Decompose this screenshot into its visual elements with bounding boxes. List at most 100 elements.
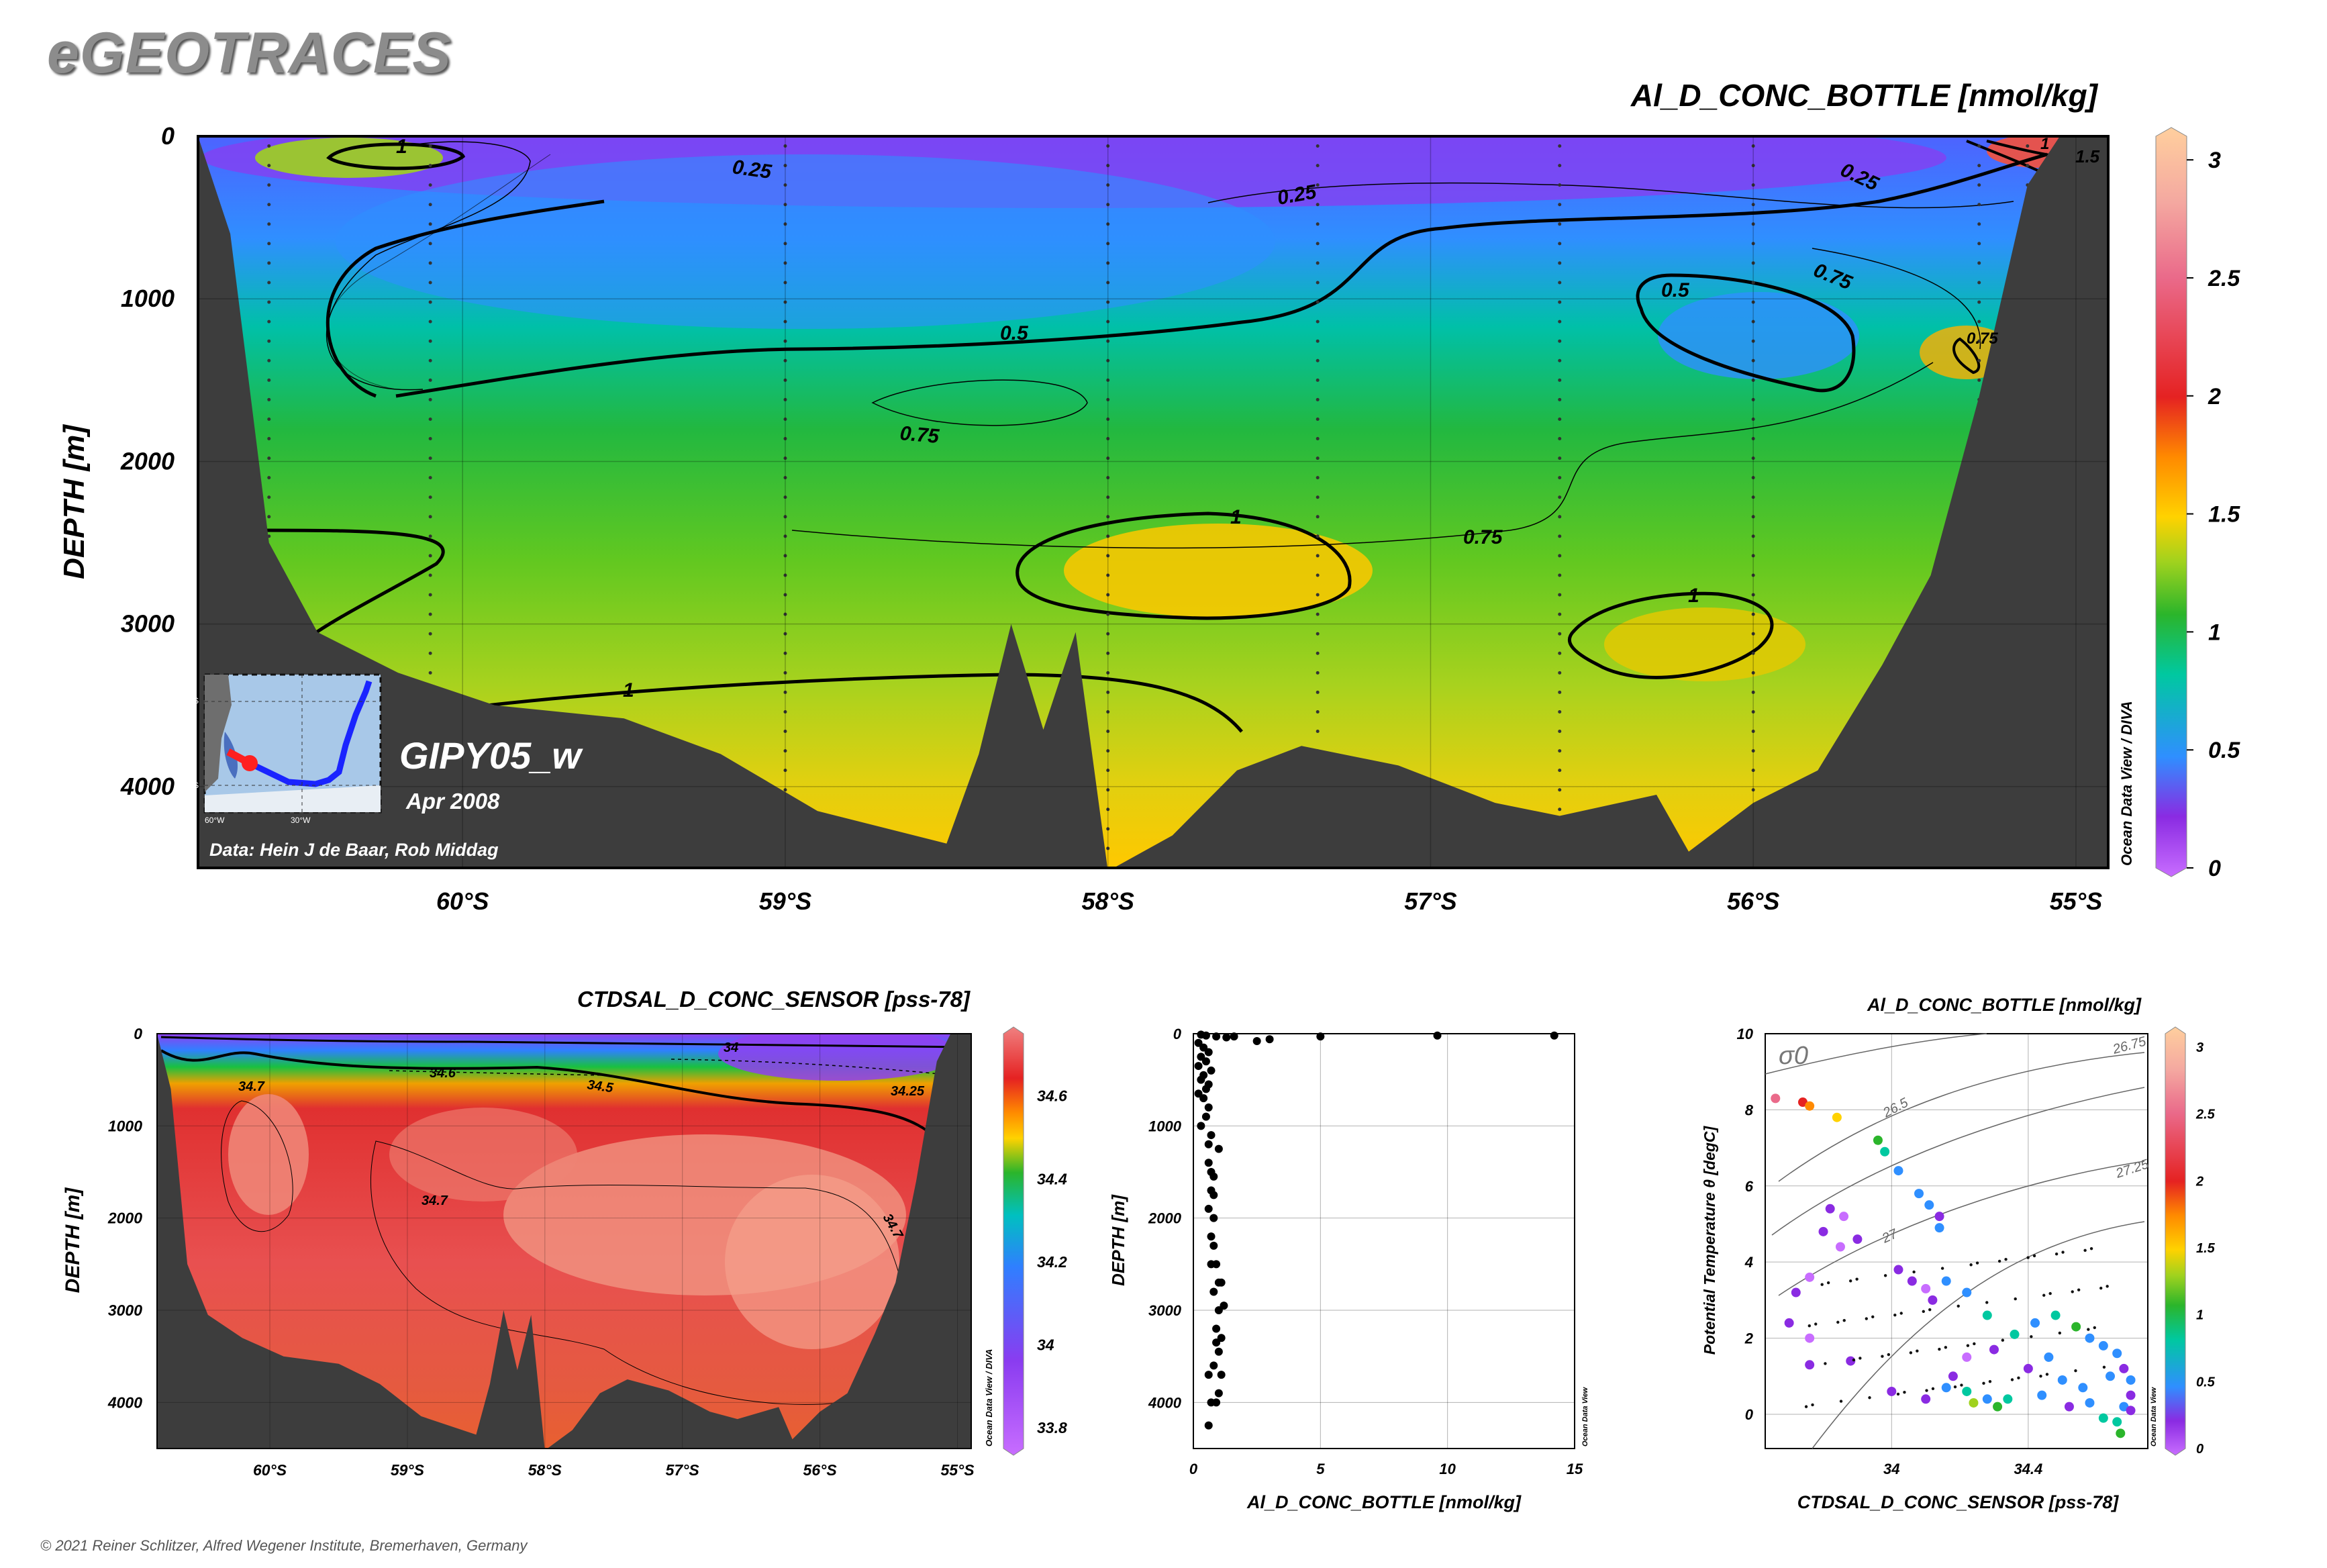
ts-point (2085, 1333, 2095, 1343)
sample-dot (1106, 320, 1110, 324)
sample-dot (428, 593, 432, 597)
sample-dot (1106, 358, 1110, 362)
y-tick-label: 0 (1745, 1406, 1754, 1423)
sample-dot (1558, 495, 1562, 499)
sample-dot (1751, 261, 1755, 265)
sample-dot (1751, 573, 1755, 577)
sample-dot (1751, 222, 1755, 226)
sample-dot (428, 320, 432, 324)
ts-point (1941, 1276, 1951, 1286)
ts-point (1921, 1283, 1931, 1293)
sample-dot (267, 183, 271, 187)
sample-dot (1316, 515, 1320, 519)
ts-background-dot (2089, 1246, 2093, 1251)
y-tick-label: 0 (134, 1025, 142, 1042)
ts-background-dot (2061, 1251, 2065, 1254)
sample-dot (1106, 222, 1110, 226)
profile-x-axis-label: Al_D_CONC_BOTTLE [nmol/kg] (1246, 1492, 1522, 1512)
ts-background-dot (1893, 1313, 1897, 1317)
ts-background-dot (1826, 1281, 1830, 1285)
contour-1-deep (462, 673, 1243, 733)
salinity-x-ticks: 60°S 59°S 58°S 57°S 56°S 55°S (253, 1461, 975, 1479)
sample-dot (783, 300, 787, 304)
y-tick-label: 4000 (1148, 1394, 1182, 1411)
profile-point (1201, 1057, 1210, 1066)
ts-background-dot (1859, 1357, 1862, 1360)
y-tick-label: 8 (1745, 1101, 1754, 1118)
sample-dot (1316, 651, 1320, 655)
sample-dot (428, 261, 432, 265)
profile-point (1212, 1398, 1221, 1407)
ts-background-dot (2032, 1254, 2036, 1258)
sample-dot (1106, 417, 1110, 421)
colorbar-tick-label: 2 (2208, 384, 2221, 409)
x-tick-label: 56°S (1727, 887, 1779, 915)
sample-dot (1106, 788, 1110, 792)
contour-1-east (1567, 591, 1774, 679)
contour-label: 34.7 (422, 1193, 448, 1208)
ts-background-dot (1944, 1346, 1948, 1349)
ts-point (1962, 1287, 1972, 1297)
sample-dot (1316, 378, 1320, 382)
sample-dot (1751, 593, 1755, 597)
sample-dot (1106, 807, 1110, 812)
contour-label: 34 (724, 1040, 738, 1055)
sample-dot (1558, 573, 1562, 577)
y-tick-label: 2000 (1148, 1210, 1182, 1227)
profile-point (1214, 1389, 1223, 1398)
colorbar-tick-label: 0 (2196, 1442, 2204, 1457)
ts-point (1818, 1226, 1828, 1236)
main-section-chart: 1 0.25 0.25 0.25 1.5 0.75 0.5 0.5 0.75 0… (58, 78, 2240, 915)
profile-point (1222, 1033, 1231, 1042)
contour-label: 0.5 (1661, 279, 1690, 301)
ts-background-dot (1953, 1385, 1957, 1389)
sample-dot (428, 534, 432, 538)
ts-point (1771, 1093, 1781, 1104)
ts-background-dot (2054, 1253, 2059, 1256)
ts-point (2098, 1340, 2108, 1351)
contour-1-surface (326, 142, 466, 170)
profile-point (1199, 1094, 1208, 1103)
sample-dot (1558, 242, 1562, 246)
x-tick-label: 58°S (528, 1461, 562, 1479)
sample-dot (1316, 320, 1320, 324)
sample-dot (1751, 437, 1755, 441)
sample-dot (267, 417, 271, 421)
x-tick-label: 0 (1189, 1461, 1198, 1477)
salinity-side-label: Ocean Data View / DIVA (984, 1349, 994, 1447)
brand-logo: eGEOTRACES (47, 21, 452, 85)
contour-0.75-slope (1812, 248, 1981, 350)
y-tick-label: 2000 (107, 1210, 142, 1227)
sample-dot (783, 593, 787, 597)
sample-dot (428, 632, 432, 636)
sample-dot (783, 476, 787, 480)
ts-background-dot (2014, 1297, 2017, 1301)
contour-label: 0.75 (899, 422, 940, 448)
x-tick-label: 55°S (940, 1461, 975, 1479)
ts-background-dot (1842, 1319, 1846, 1322)
profile-y-ticks: 0 1000 2000 3000 4000 (1148, 1026, 1182, 1411)
copyright-notice: © 2021 Reiner Schlitzer, Alfred Wegener … (40, 1537, 528, 1554)
sample-dot (1977, 339, 1981, 343)
sample-dot (1316, 242, 1320, 246)
profile-point (1214, 1347, 1223, 1356)
sample-dot (1558, 671, 1562, 675)
sample-dot (428, 203, 432, 207)
sample-dot (267, 261, 271, 265)
sample-dot (1751, 358, 1755, 362)
ts-background-dot (2045, 1373, 2049, 1376)
sample-dot (1751, 632, 1755, 636)
ts-background-dot (2087, 1328, 2090, 1331)
sample-dot (1558, 515, 1562, 519)
sample-dot (2026, 164, 2030, 168)
sample-dot (783, 534, 787, 538)
ts-point (1832, 1112, 1842, 1122)
ts-background-dot (1975, 1261, 1979, 1265)
sample-dot (1751, 417, 1755, 421)
sample-dot (1316, 456, 1320, 460)
ts-point (2078, 1383, 2088, 1393)
sample-dot (1558, 632, 1562, 636)
ts-background-dot (1982, 1381, 1985, 1385)
contour-0.5 (326, 152, 2048, 398)
sample-dot (1558, 690, 1562, 694)
